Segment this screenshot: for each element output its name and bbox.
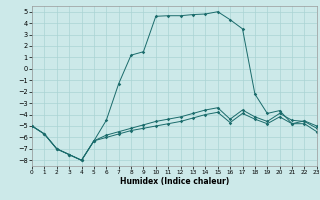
X-axis label: Humidex (Indice chaleur): Humidex (Indice chaleur) (120, 177, 229, 186)
